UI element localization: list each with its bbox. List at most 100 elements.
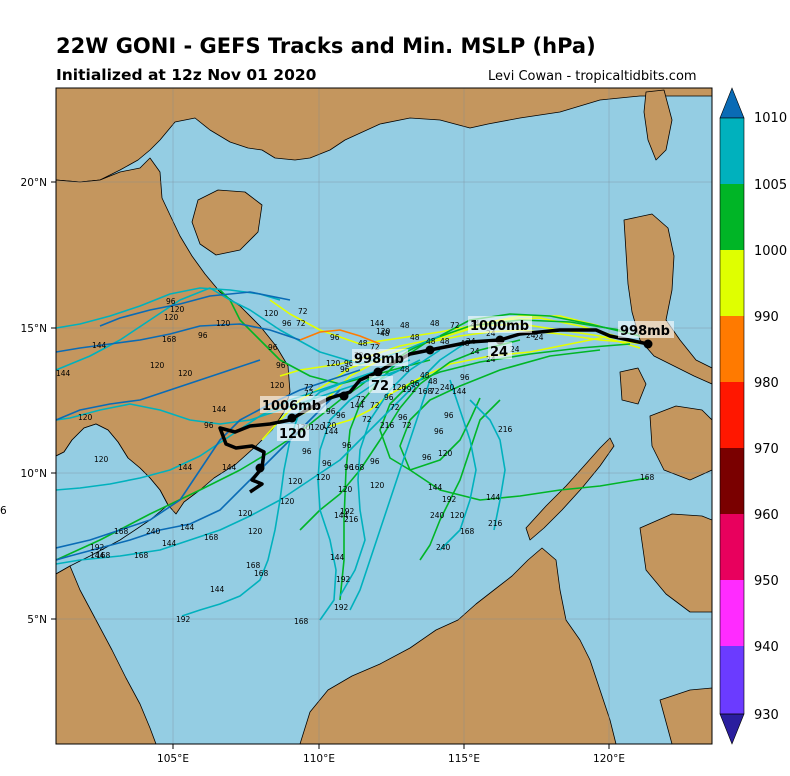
svg-text:48: 48 <box>440 337 450 346</box>
colorbar-segment <box>720 514 744 580</box>
ensemble-track <box>219 289 431 385</box>
svg-text:120: 120 <box>178 369 193 378</box>
colorbar <box>719 87 745 745</box>
svg-text:72: 72 <box>430 387 440 396</box>
ensemble-track <box>181 369 381 617</box>
svg-text:96: 96 <box>340 365 350 374</box>
svg-text:72: 72 <box>450 321 460 330</box>
svg-text:120: 120 <box>322 421 337 430</box>
svg-text:192: 192 <box>176 615 191 624</box>
lat-tick-label: 20°N <box>21 177 47 189</box>
land-china <box>56 88 712 183</box>
colorbar-label: 940 <box>754 640 779 655</box>
svg-text:120: 120 <box>338 485 353 494</box>
mean-track-point <box>373 367 383 377</box>
svg-text:192: 192 <box>90 543 105 552</box>
svg-text:48: 48 <box>410 333 420 342</box>
mean-track-labels: 998mb 1000mb 24 998mb 72 1006mb 120 <box>260 316 674 442</box>
lat-tick-label: 15°N <box>21 323 47 335</box>
svg-text:24: 24 <box>534 333 544 342</box>
svg-text:192: 192 <box>334 603 349 612</box>
svg-text:144: 144 <box>452 387 467 396</box>
ensemble-track <box>289 329 649 421</box>
svg-text:168: 168 <box>246 561 261 570</box>
ensemble-track <box>56 339 471 565</box>
svg-text:96: 96 <box>326 407 336 416</box>
colorbar-bottom-arrow <box>719 713 745 745</box>
svg-text:120: 120 <box>150 361 165 370</box>
mean-track-point <box>255 463 265 473</box>
svg-text:120: 120 <box>370 481 385 490</box>
land-visayas <box>649 405 712 481</box>
chart-title: 22W GONI - GEFS Tracks and Min. MSLP (hP… <box>56 34 596 58</box>
colorbar-segment <box>720 118 744 184</box>
colorbar-segment <box>720 580 744 646</box>
svg-text:240: 240 <box>436 543 451 552</box>
ensemble-track <box>56 369 361 549</box>
mean-track-point <box>425 345 435 355</box>
label-hour-72: 72 <box>371 379 389 394</box>
ensemble-track <box>439 379 477 551</box>
svg-text:144: 144 <box>178 463 193 472</box>
colorbar-labels: 1010 1005 1000 990 980 970 960 950 940 9… <box>754 111 787 723</box>
svg-text:192: 192 <box>402 385 417 394</box>
svg-text:144: 144 <box>162 539 177 548</box>
mean-track-point <box>287 413 297 423</box>
svg-text:192: 192 <box>340 507 355 516</box>
svg-text:216: 216 <box>488 519 503 528</box>
svg-text:48: 48 <box>426 337 436 346</box>
lat-tick-label: 5°N <box>27 614 47 626</box>
lon-tick-label: 115°E <box>448 753 480 765</box>
svg-text:96: 96 <box>330 333 340 342</box>
lon-tick-label: 105°E <box>157 753 189 765</box>
svg-text:96: 96 <box>410 379 420 388</box>
svg-text:216: 216 <box>498 425 513 434</box>
svg-text:96: 96 <box>282 319 292 328</box>
svg-text:216: 216 <box>344 515 359 524</box>
svg-text:144: 144 <box>92 341 107 350</box>
land-malay-peninsula <box>56 565 157 744</box>
svg-text:120: 120 <box>326 359 341 368</box>
svg-text:168: 168 <box>460 527 475 536</box>
mean-track-line <box>218 328 649 494</box>
svg-text:192: 192 <box>336 575 351 584</box>
colorbar-label: 980 <box>754 376 779 391</box>
svg-text:120: 120 <box>248 527 263 536</box>
svg-text:96: 96 <box>322 459 332 468</box>
svg-text:120: 120 <box>376 327 391 336</box>
svg-text:96: 96 <box>198 331 208 340</box>
svg-text:96: 96 <box>342 441 352 450</box>
svg-text:96: 96 <box>398 413 408 422</box>
svg-text:192: 192 <box>40 513 55 522</box>
land-mindanao <box>639 513 712 613</box>
svg-text:96: 96 <box>276 361 286 370</box>
svg-text:72: 72 <box>298 307 308 316</box>
svg-text:48: 48 <box>380 329 390 338</box>
ensemble-track <box>379 343 631 471</box>
colorbar-segment <box>720 646 744 714</box>
svg-text:144: 144 <box>370 319 385 328</box>
svg-text:72: 72 <box>402 421 412 430</box>
svg-text:120: 120 <box>170 305 185 314</box>
svg-text:48: 48 <box>428 377 438 386</box>
lat-tick-label: 10°N <box>21 468 47 480</box>
svg-text:96: 96 <box>434 427 444 436</box>
land-hainan <box>191 189 263 256</box>
svg-text:48: 48 <box>420 371 430 380</box>
svg-text:168: 168 <box>134 551 149 560</box>
svg-text:72: 72 <box>304 383 314 392</box>
svg-text:96: 96 <box>166 297 176 306</box>
svg-text:120: 120 <box>280 497 295 506</box>
svg-text:120: 120 <box>264 309 279 318</box>
svg-text:96: 96 <box>268 343 278 352</box>
svg-text:168: 168 <box>294 617 309 626</box>
ensemble-track <box>279 323 641 377</box>
svg-text:24: 24 <box>470 347 480 356</box>
colorbar-label: 950 <box>754 574 779 589</box>
svg-text:144: 144 <box>486 493 501 502</box>
svg-text:168: 168 <box>350 463 365 472</box>
svg-text:72: 72 <box>390 403 400 412</box>
svg-text:144: 144 <box>334 511 349 520</box>
lon-tick-label: 110°E <box>303 753 335 765</box>
svg-text:240: 240 <box>440 383 455 392</box>
